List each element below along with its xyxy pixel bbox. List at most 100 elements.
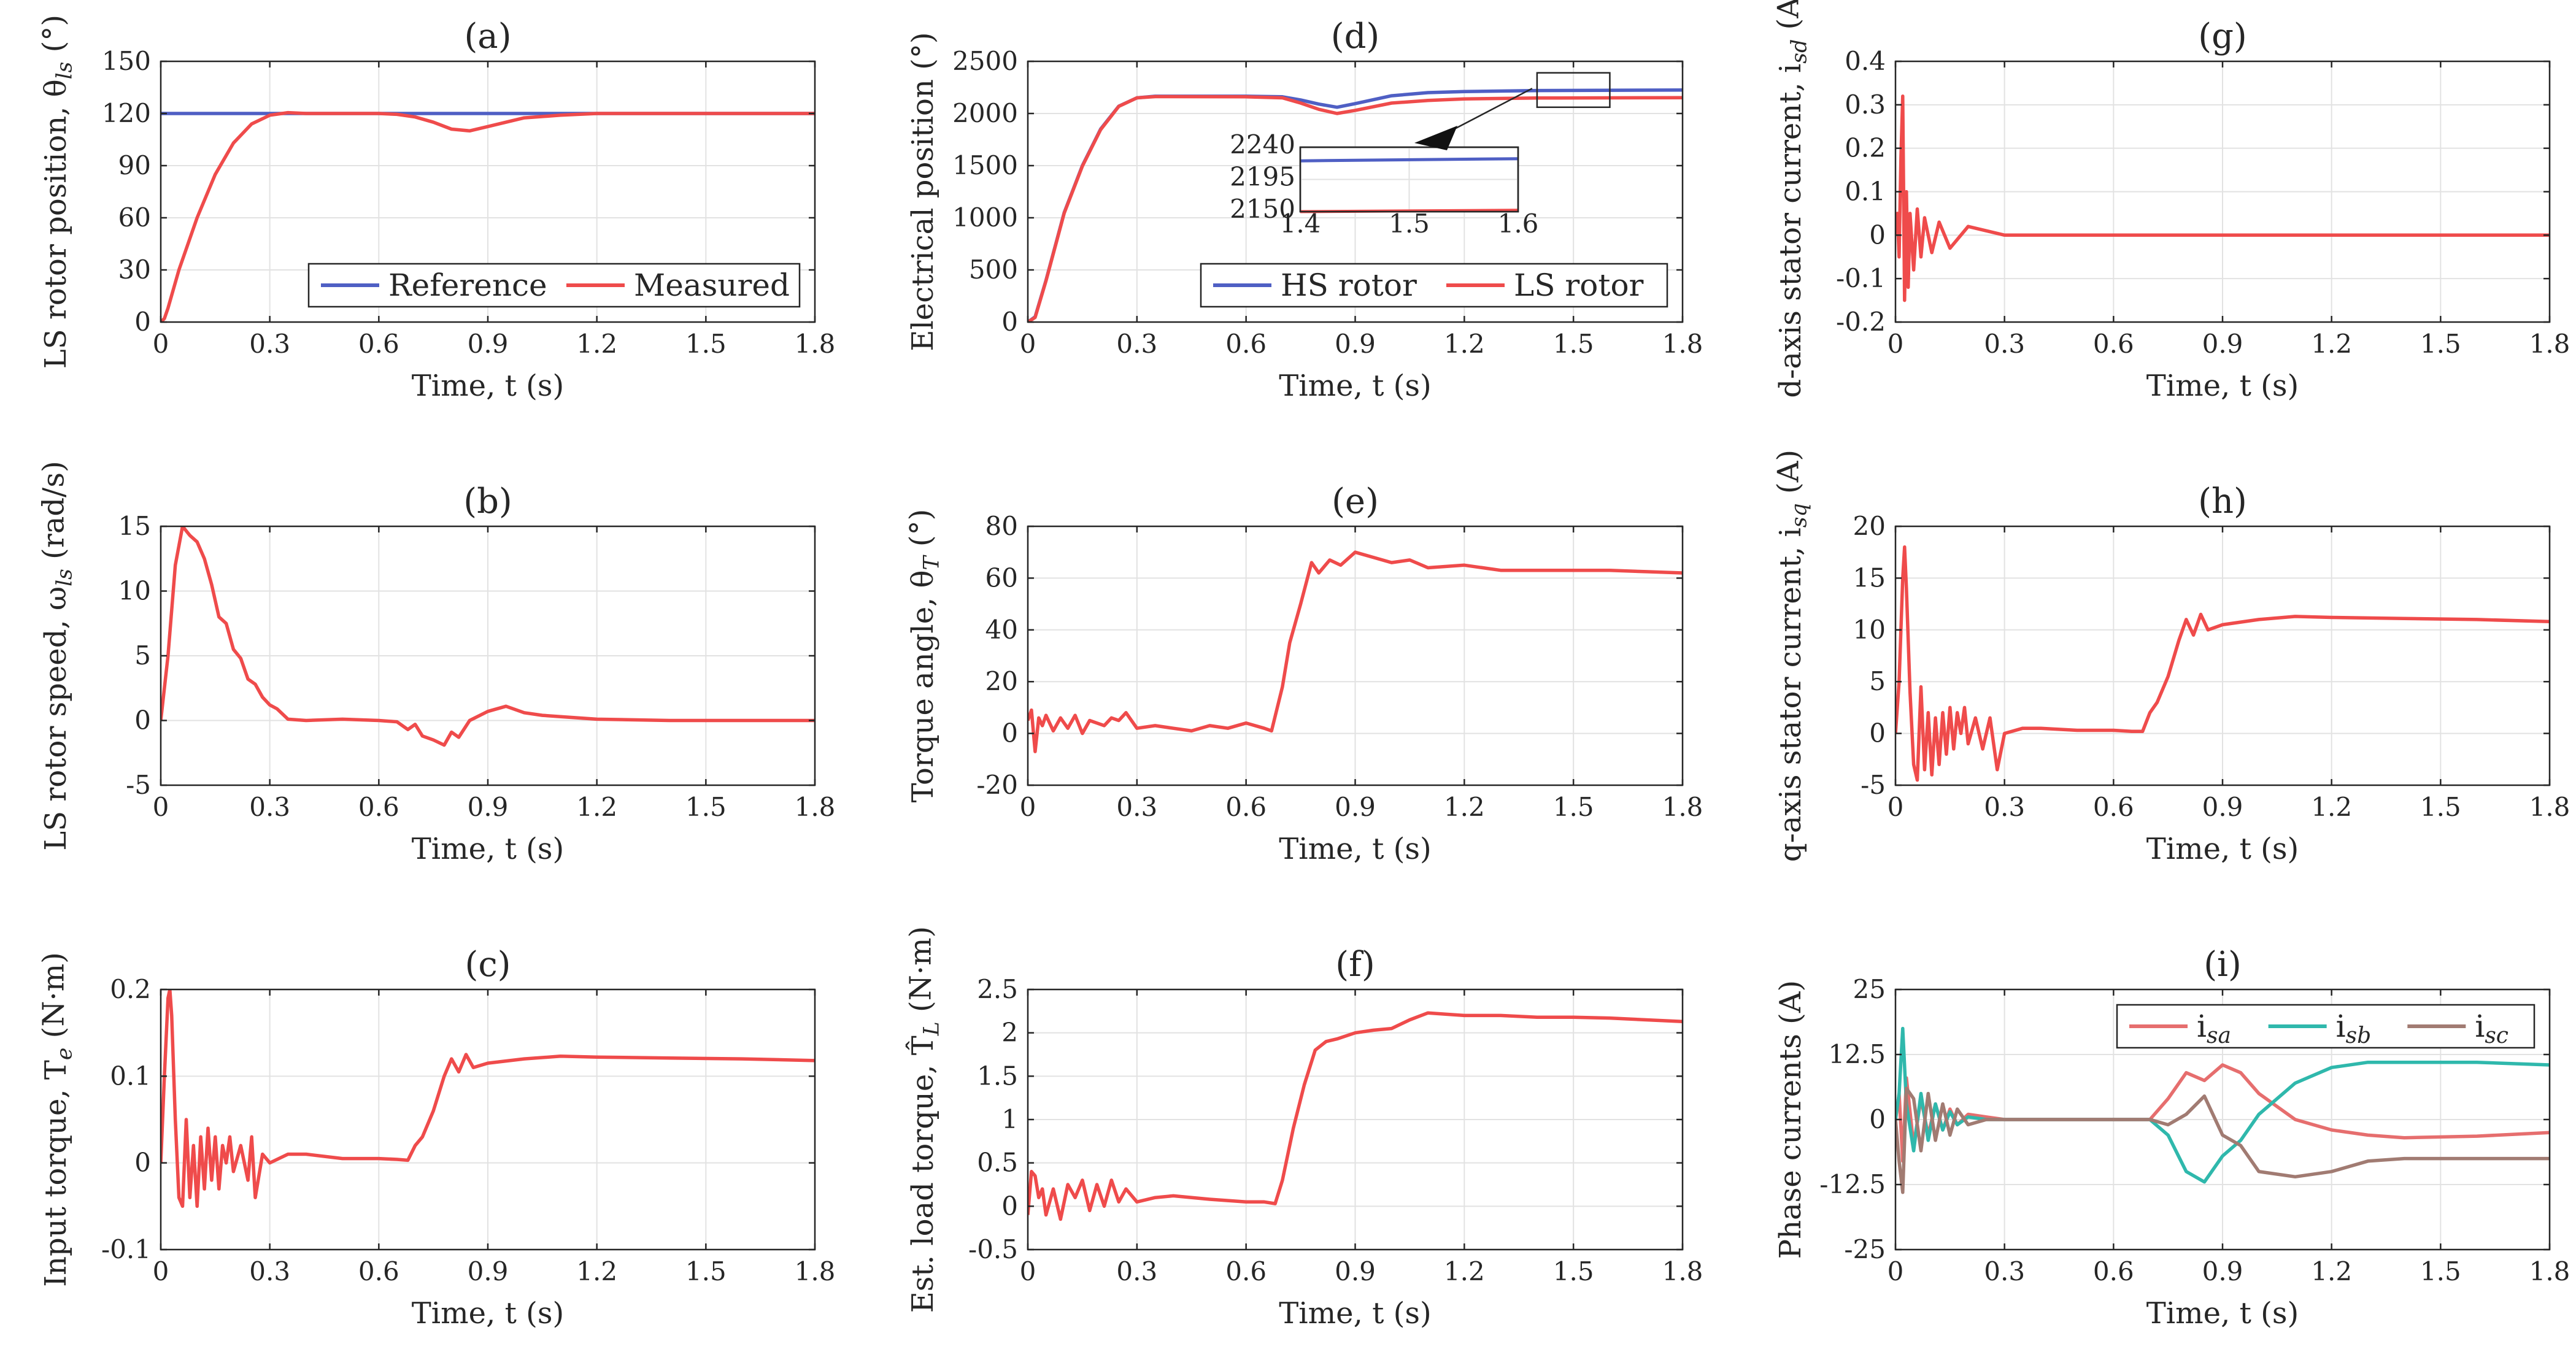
panel-a: 0 0.3 0.6 0.9 1.2 1.5 1.8 0 30 60 90 120 150 (a) Time,… <box>36 15 835 403</box>
y-tick-label: 0 <box>1869 1104 1886 1134</box>
inset-y-tick-label: 2240 <box>1230 129 1295 159</box>
y-tick-label: -12.5 <box>1819 1169 1886 1199</box>
inset-x-tick-label: 1.5 <box>1389 209 1430 239</box>
inset-x-tick-label: 1.6 <box>1498 209 1539 239</box>
y-tick-label: 0 <box>1001 1191 1018 1221</box>
y-tick-label: 0 <box>1869 718 1886 748</box>
x-tick-label: 0.9 <box>2202 1256 2243 1286</box>
y-tick-label: 0.5 <box>977 1148 1018 1178</box>
x-tick-label: 0.3 <box>249 792 290 822</box>
x-tick-label: 0.3 <box>249 329 290 359</box>
y-tick-label: 120 <box>102 98 151 128</box>
legend-label: isa​ <box>2197 1008 2231 1048</box>
series-line-i-sq <box>1895 545 2550 782</box>
x-tick-label: 0 <box>153 792 169 822</box>
legend-label: isc​ <box>2475 1008 2509 1048</box>
x-tick-label: 0 <box>1888 1256 1904 1286</box>
x-tick-label: 0.3 <box>1984 329 2025 359</box>
y-tick-label: 12.5 <box>1828 1039 1886 1069</box>
x-tick-label: 0.3 <box>1984 792 2025 822</box>
x-tick-label: 1.5 <box>2420 792 2461 822</box>
series-line-torque-angle <box>1028 550 1683 753</box>
x-tick-label: 0.9 <box>1335 792 1376 822</box>
x-tick-label: 0 <box>153 329 169 359</box>
x-tick-label: 1.5 <box>685 792 727 822</box>
x-tick-label: 1.2 <box>576 329 617 359</box>
panel-title: (i) <box>2204 945 2242 985</box>
x-tick-label: 0.9 <box>1335 1256 1376 1286</box>
panel-g: 0 0.3 0.6 0.9 1.2 1.5 1.8 -0.2 -0.1 0 0.1 0.2 0.3 0.4… <box>1771 0 2570 403</box>
y-axis-label: Electrical position (°) <box>906 32 940 351</box>
x-tick-label: 1.8 <box>795 329 836 359</box>
y-tick-label: -0.2 <box>1836 307 1886 337</box>
series-group <box>161 526 815 747</box>
series-group <box>1895 545 2550 782</box>
x-tick-label: 0 <box>1888 329 1904 359</box>
panel-title: (f) <box>1335 945 1375 985</box>
x-tick-label: 0.9 <box>1335 329 1376 359</box>
zoom-arrowhead <box>1414 126 1457 150</box>
x-axis-label: Time, t (s) <box>412 1296 564 1331</box>
x-tick-label: 1.5 <box>1553 329 1594 359</box>
legend: Reference Measured <box>307 263 801 308</box>
y-tick-label: -5 <box>1861 770 1886 800</box>
y-tick-label: 1500 <box>952 150 1018 180</box>
y-tick-label: 10 <box>118 576 151 606</box>
y-tick-label: 0 <box>134 705 151 736</box>
x-axis-label: Time, t (s) <box>1279 1296 1431 1331</box>
legend: HS rotor LS rotor <box>1200 263 1668 308</box>
panel-title: (h) <box>2198 482 2247 521</box>
y-tick-label: 0 <box>1001 718 1018 748</box>
y-tick-label: 2500 <box>952 46 1018 76</box>
x-tick-label: 1.2 <box>2311 329 2352 359</box>
y-tick-label: -5 <box>126 770 151 800</box>
x-tick-label: 0 <box>1888 792 1904 822</box>
y-axis-label: Est. load torque, T̂L​ (N·m) <box>903 926 944 1313</box>
x-tick-label: 0.6 <box>2093 329 2134 359</box>
legend-box <box>1200 263 1668 308</box>
y-axis-label: Input torque, Te​ (N·m) <box>36 952 77 1287</box>
y-tick-label: 0 <box>134 307 151 337</box>
x-tick-label: 1.2 <box>1444 329 1485 359</box>
y-tick-label: -0.1 <box>1836 263 1886 293</box>
x-tick-label: 0.6 <box>358 1256 399 1286</box>
panel-title: (a) <box>464 17 511 56</box>
series-group <box>161 110 815 322</box>
y-tick-label: 150 <box>102 46 151 76</box>
y-tick-label: 0 <box>1001 307 1018 337</box>
y-axis-label: LS rotor speed, ωls​ (rad/s) <box>36 461 77 850</box>
x-tick-label: 1.2 <box>2311 1256 2352 1286</box>
inset-x-tick-label: 1.4 <box>1280 209 1321 239</box>
x-tick-label: 0 <box>1020 792 1036 822</box>
y-tick-label: 5 <box>1869 666 1886 696</box>
legend-label: Measured <box>634 267 790 303</box>
y-tick-label: 20 <box>1853 511 1886 541</box>
x-tick-label: 1.2 <box>2311 792 2352 822</box>
x-tick-label: 0.9 <box>468 329 509 359</box>
x-axis-label: Time, t (s) <box>2146 832 2299 866</box>
x-tick-label: 0.9 <box>468 792 509 822</box>
x-tick-label: 0 <box>153 1256 169 1286</box>
x-axis-label: Time, t (s) <box>2146 369 2299 403</box>
x-tick-label: 0 <box>1020 1256 1036 1286</box>
panel-title: (d) <box>1331 17 1380 56</box>
y-tick-label: 20 <box>985 666 1018 696</box>
inset-y-tick-label: 2150 <box>1230 194 1295 224</box>
legend-label: Reference <box>388 267 547 303</box>
x-tick-label: 1.8 <box>2529 792 2570 822</box>
x-tick-label: 1.5 <box>1553 792 1594 822</box>
x-tick-label: 0.6 <box>2093 792 2134 822</box>
y-tick-label: 40 <box>985 615 1018 645</box>
x-axis-label: Time, t (s) <box>2146 1296 2299 1331</box>
y-tick-label: 2 <box>1001 1018 1018 1048</box>
x-tick-label: 1.8 <box>2529 329 2570 359</box>
series-line-load-torque-estimate <box>1028 1011 1683 1221</box>
x-tick-label: 0.6 <box>358 792 399 822</box>
y-tick-label: -25 <box>1844 1234 1886 1264</box>
panel-f: 0 0.3 0.6 0.9 1.2 1.5 1.8-0.500.511.522.5(f)Ti… <box>903 926 1703 1331</box>
y-axis-label: Phase currents (A) <box>1773 980 1808 1259</box>
legend-label: HS rotor <box>1281 267 1417 303</box>
x-tick-label: 1.5 <box>1553 1256 1594 1286</box>
